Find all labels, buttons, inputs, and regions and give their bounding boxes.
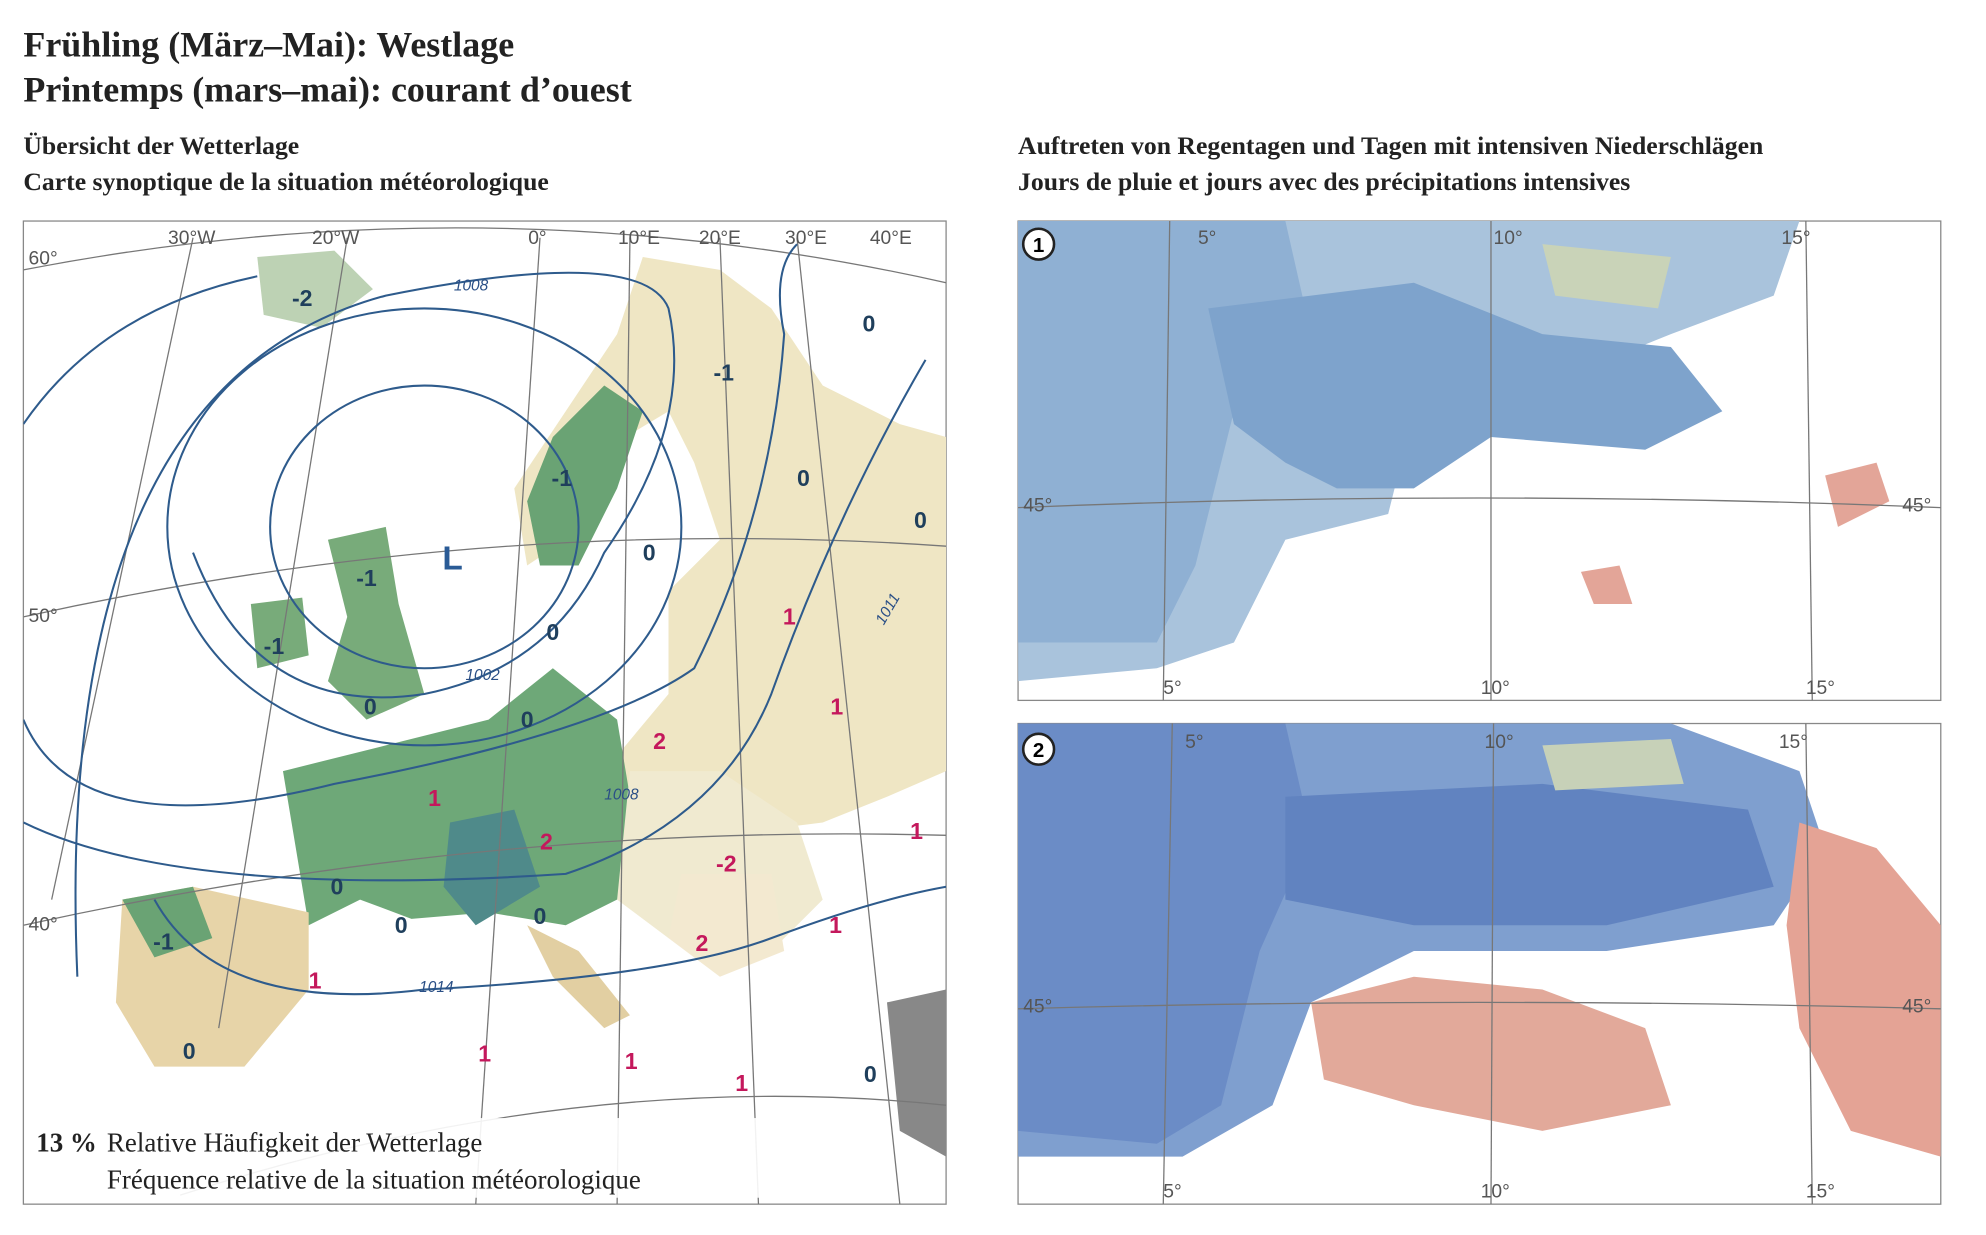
bottom-label: 5° — [1163, 678, 1181, 699]
anomaly-label: 1 — [735, 1070, 748, 1096]
anomaly-label: 0 — [521, 706, 534, 732]
isobar-label: 1002 — [465, 667, 500, 684]
anomaly-label: 0 — [546, 619, 559, 645]
lat-label: 45° — [1023, 997, 1052, 1018]
top-label: 15° — [1779, 732, 1808, 753]
bottom-label: 15° — [1806, 678, 1835, 699]
frequency-de: Relative Häufigkeit der Wetterlage — [107, 1127, 483, 1157]
anomaly-label: -2 — [292, 285, 313, 311]
anomaly-label: 1 — [309, 967, 322, 993]
anomaly-label: 1 — [625, 1048, 638, 1074]
top-label: 15° — [1781, 228, 1810, 249]
anomaly-label: 1 — [829, 912, 842, 938]
right-title-de: Auftreten von Regentagen und Tagen mit i… — [1018, 131, 1763, 160]
top-label: 5° — [1185, 732, 1203, 753]
frequency-value: 13 % — [36, 1127, 97, 1157]
longitude-label: 20°E — [699, 228, 741, 249]
anomaly-label: -1 — [153, 929, 174, 955]
lat-label: 45° — [1902, 997, 1931, 1018]
panel-number: 2 — [1033, 739, 1044, 762]
isobar-label: 1014 — [419, 979, 453, 996]
precip-map-2: 2 5° 10° 15° 5° 10° 15° 45° 45° — [1017, 722, 1942, 1205]
longitude-label: 30°W — [168, 228, 216, 249]
lat-label: 45° — [1902, 495, 1931, 516]
anomaly-label: 0 — [534, 903, 547, 929]
anomaly-label: 1 — [428, 785, 441, 811]
anomaly-labels: -2 0 -1 0 -1 0 0 -1 0 1 -1 0 0 2 1 1 2 -2 1 0 0 0 2 1 -1 1 0 1 1 1 0 — [153, 285, 927, 1096]
anomaly-label: 0 — [797, 465, 810, 491]
top-label: 5° — [1198, 228, 1216, 249]
anomaly-label: 1 — [478, 1041, 491, 1067]
bottom-label: 15° — [1806, 1182, 1835, 1203]
latitude-label: 50° — [29, 606, 58, 627]
anomaly-label: -1 — [713, 359, 734, 385]
synoptic-map: 30°W 20°W 0° 10°E 20°E 30°E 40°E 60° 50°… — [22, 220, 947, 1205]
lat-label: 45° — [1023, 495, 1052, 516]
longitude-label: 20°W — [312, 228, 360, 249]
latitude-label: 60° — [29, 249, 58, 270]
anomaly-label: 0 — [914, 507, 927, 533]
bottom-label: 10° — [1481, 678, 1510, 699]
anomaly-label: 0 — [395, 912, 408, 938]
anomaly-label: -1 — [552, 465, 573, 491]
frequency-fr: Fréquence relative de la situation météo… — [107, 1165, 641, 1195]
left-title-de: Übersicht der Wetterlage — [23, 131, 299, 160]
anomaly-label: 0 — [331, 873, 344, 899]
right-title-fr: Jours de pluie et jours avec des précipi… — [1018, 167, 1630, 196]
top-label: 10° — [1485, 732, 1514, 753]
isobar-label: 1008 — [604, 786, 639, 803]
pressure-center: L — [442, 540, 462, 577]
anomaly-label: 1 — [830, 694, 843, 720]
title-fr: Printemps (mars–mai): courant d’ouest — [23, 70, 631, 110]
anomaly-label: 2 — [695, 930, 708, 956]
title-de: Frühling (März–Mai): Westlage — [23, 25, 514, 65]
bottom-label: 5° — [1163, 1182, 1181, 1203]
isobar-label: 1008 — [454, 277, 489, 294]
anomaly-label: 1 — [910, 818, 923, 844]
latitude-label: 40° — [29, 914, 58, 935]
anomaly-label: 2 — [653, 728, 666, 754]
longitude-label: 10°E — [618, 228, 660, 249]
anomaly-label: -1 — [264, 633, 285, 659]
longitude-label: 40°E — [870, 228, 912, 249]
anomaly-label: 1 — [783, 604, 796, 630]
precip-map-1: 1 5° 10° 15° 5° 10° 15° 45° 45° — [1017, 220, 1942, 702]
anomaly-label: 2 — [540, 828, 553, 854]
anomaly-label: -1 — [356, 565, 377, 591]
longitude-label: 0° — [528, 228, 546, 249]
bottom-label: 10° — [1481, 1182, 1510, 1203]
anomaly-label: 0 — [364, 694, 377, 720]
anomaly-label: 0 — [863, 311, 876, 337]
anomaly-label: 0 — [643, 539, 656, 565]
anomaly-label: -2 — [716, 850, 737, 876]
panel-number: 1 — [1033, 234, 1044, 257]
anomaly-label: 0 — [183, 1038, 196, 1064]
anomaly-label: 0 — [864, 1061, 877, 1087]
left-title-fr: Carte synoptique de la situation météoro… — [23, 167, 548, 196]
longitude-label: 30°E — [785, 228, 827, 249]
top-label: 10° — [1494, 228, 1523, 249]
